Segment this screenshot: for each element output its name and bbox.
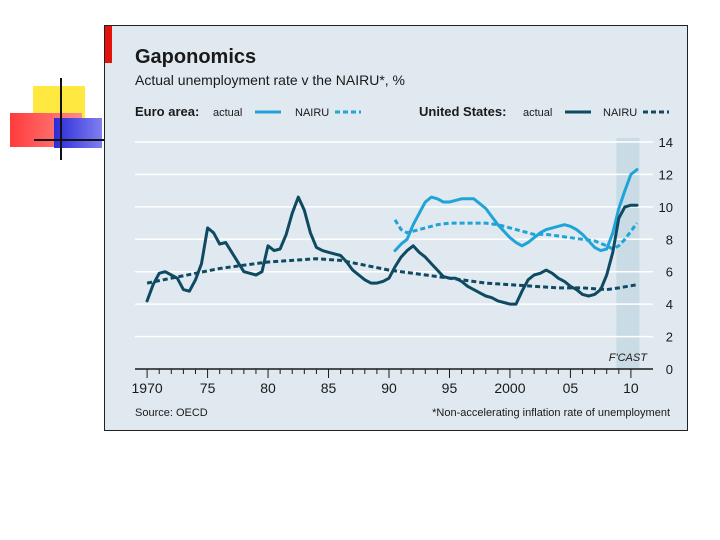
y-axis: 0 2 4 6 8 10 12 14 (659, 135, 673, 377)
legend-euro-actual-label: actual (213, 107, 242, 119)
x-tick-label-1970: 1970 (132, 380, 163, 396)
y-tick-label-0: 0 (666, 362, 673, 377)
x-tick-label-1975: 75 (200, 380, 216, 396)
y-tick-label-10: 10 (659, 200, 673, 215)
x-tick-label-2010: 10 (623, 380, 639, 396)
y-tick-label-12: 12 (659, 167, 673, 182)
legend-euro-nairu-label: NAIRU (295, 107, 329, 119)
y-tick-label-14: 14 (659, 135, 673, 150)
grid (135, 141, 653, 338)
y-tick-label-6: 6 (666, 265, 673, 280)
legend-us-nairu-label: NAIRU (603, 107, 637, 119)
series-euro-area-actual (393, 168, 639, 253)
x-tick-label-1990: 90 (381, 380, 397, 396)
accent-tag (105, 26, 112, 63)
y-tick-label-2: 2 (666, 330, 673, 345)
chart-subtitle: Actual unemployment rate v the NAIRU*, % (135, 72, 405, 88)
legend: Euro area: actual NAIRU United States: a… (135, 104, 669, 119)
x-tick-label-2000: 2000 (494, 380, 525, 396)
chart-background (105, 26, 687, 430)
decor-horizontal-line (34, 139, 104, 141)
x-tick-label-1995: 95 (442, 380, 458, 396)
source-note: Source: OECD (135, 407, 208, 419)
forecast-band (616, 138, 640, 369)
x-axis: 1970 75 80 85 90 95 2000 05 10 (132, 368, 653, 396)
x-tick-label-1985: 85 (321, 380, 337, 396)
chart-panel: Gaponomics Actual unemployment rate v th… (104, 25, 688, 431)
legend-us-label: United States: (419, 104, 506, 119)
series-united-states-actual (145, 195, 639, 306)
legend-euro-label: Euro area: (135, 104, 199, 119)
chart-title: Gaponomics (135, 46, 256, 68)
legend-us-actual-label: actual (523, 107, 552, 119)
y-tick-label-8: 8 (666, 232, 673, 247)
forecast-label: F'CAST (609, 352, 648, 364)
decor-blue-square (54, 118, 102, 148)
series-group (145, 168, 639, 306)
footnote: *Non-accelerating inflation rate of unem… (432, 407, 670, 419)
y-tick-label-4: 4 (666, 297, 673, 312)
chart-canvas: Gaponomics Actual unemployment rate v th… (105, 26, 687, 430)
series-united-states-nairu (146, 257, 638, 292)
decor-vertical-line (60, 78, 62, 160)
x-tick-label-1980: 80 (260, 380, 276, 396)
x-tick-label-2005: 05 (563, 380, 579, 396)
